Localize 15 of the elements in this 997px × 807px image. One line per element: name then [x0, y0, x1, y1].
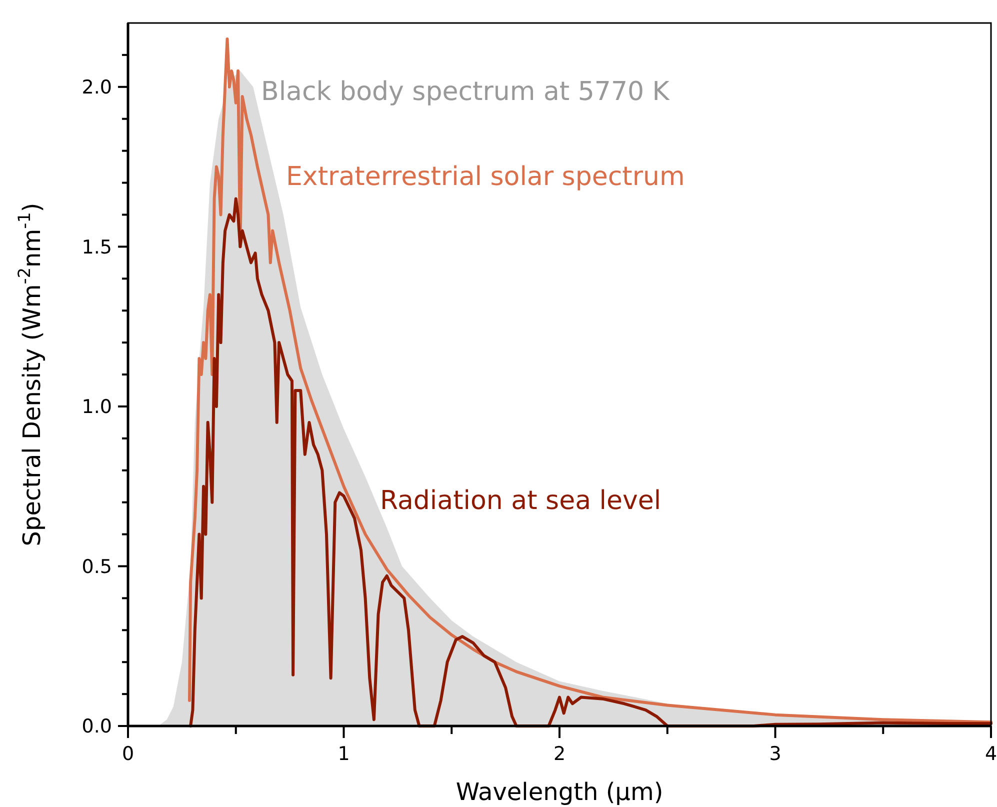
x-tick-label: 2 [553, 743, 566, 765]
series-label: Extraterrestrial solar spectrum [286, 162, 685, 192]
series-label: Radiation at sea level [380, 486, 662, 516]
x-tick-label: 4 [984, 743, 997, 765]
x-axis-title: Wavelength (µm) [456, 778, 664, 806]
line-series [189, 197, 992, 728]
y-tick-label: 2.0 [82, 76, 112, 99]
x-tick-label: 0 [122, 743, 134, 765]
x-tick-label: 3 [769, 743, 782, 765]
y-tick-label: 1.5 [82, 236, 112, 258]
x-tick-label: 1 [338, 743, 350, 765]
series-label: Black body spectrum at 5770 K [261, 77, 670, 107]
y-tick-label: 0.5 [82, 556, 112, 578]
y-tick-label: 1.0 [82, 396, 112, 418]
y-tick-label: 0.0 [82, 716, 112, 738]
